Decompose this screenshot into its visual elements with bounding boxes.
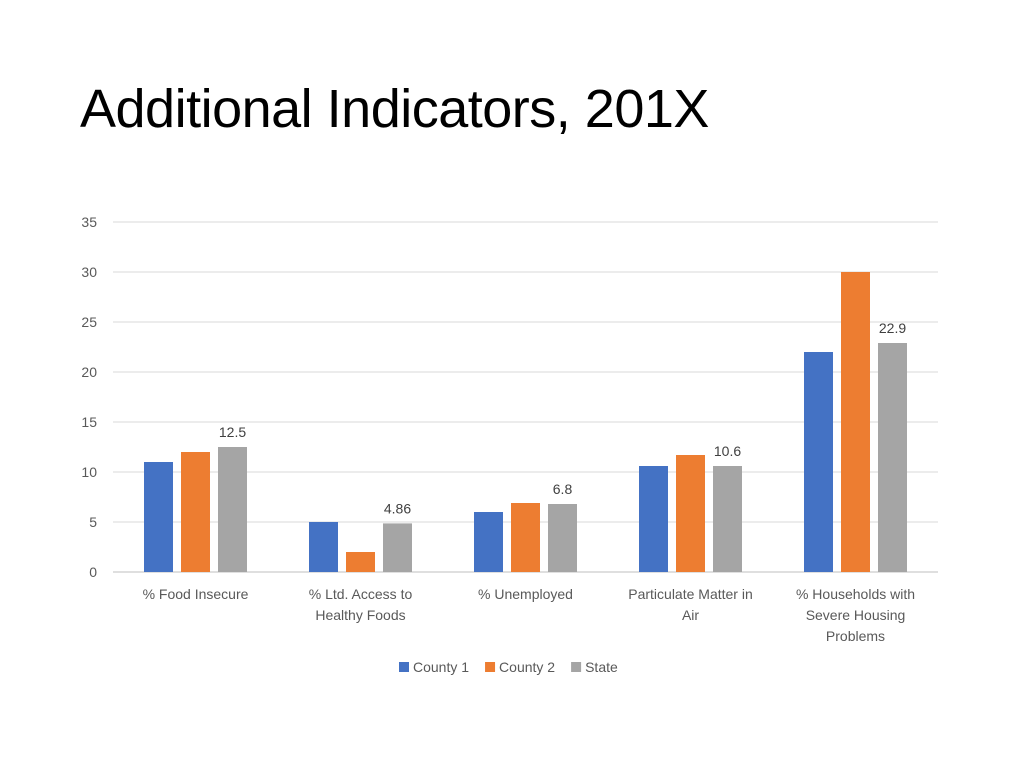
data-labels: 12.5 4.86 6.8 10.6 22.9	[219, 320, 906, 516]
x-tick-label: Particulate Matter in	[628, 586, 753, 602]
bar	[713, 466, 742, 572]
x-tick-label: % Unemployed	[478, 586, 573, 602]
x-axis-ticks: % Food Insecure % Ltd. Access to Healthy F…	[143, 586, 915, 644]
legend-swatch	[485, 662, 496, 672]
slide-title: Additional Indicators, 201X	[80, 79, 709, 139]
x-tick-label: % Ltd. Access to	[309, 586, 413, 602]
legend: County 1 County 2 State	[399, 659, 618, 675]
bar	[676, 455, 705, 572]
x-tick-label: % Households with	[796, 586, 915, 602]
bars	[144, 272, 907, 572]
bar	[511, 503, 540, 572]
bar	[309, 522, 338, 572]
data-label: 12.5	[219, 424, 246, 440]
data-label: 6.8	[553, 481, 573, 497]
y-tick-label: 35	[81, 214, 97, 230]
bar	[383, 523, 412, 572]
y-axis-ticks: 0 5 10 15 20 25 30 35	[81, 214, 97, 580]
x-tick-label: % Food Insecure	[143, 586, 249, 602]
bar	[144, 462, 173, 572]
legend-label: State	[585, 659, 618, 675]
y-tick-label: 10	[81, 464, 97, 480]
x-tick-label: Healthy Foods	[315, 607, 405, 623]
y-tick-label: 15	[81, 414, 97, 430]
legend-label: County 2	[499, 659, 555, 675]
y-tick-label: 30	[81, 264, 97, 280]
legend-label: County 1	[413, 659, 469, 675]
y-tick-label: 20	[81, 364, 97, 380]
data-label: 10.6	[714, 443, 741, 459]
bar	[639, 466, 668, 572]
bar	[181, 452, 210, 572]
bar	[804, 352, 833, 572]
y-tick-label: 5	[89, 514, 97, 530]
y-tick-label: 25	[81, 314, 97, 330]
legend-swatch	[571, 662, 582, 672]
data-label: 4.86	[384, 500, 411, 516]
bar	[548, 504, 577, 572]
x-tick-label: Severe Housing	[806, 607, 906, 623]
bar	[474, 512, 503, 572]
y-tick-label: 0	[89, 564, 97, 580]
legend-swatch	[399, 662, 409, 672]
bar	[878, 343, 907, 572]
bar	[841, 272, 870, 572]
bar	[218, 447, 247, 572]
x-tick-label: Problems	[826, 628, 885, 644]
x-tick-label: Air	[682, 607, 699, 623]
data-label: 22.9	[879, 320, 906, 336]
bar	[346, 552, 375, 572]
